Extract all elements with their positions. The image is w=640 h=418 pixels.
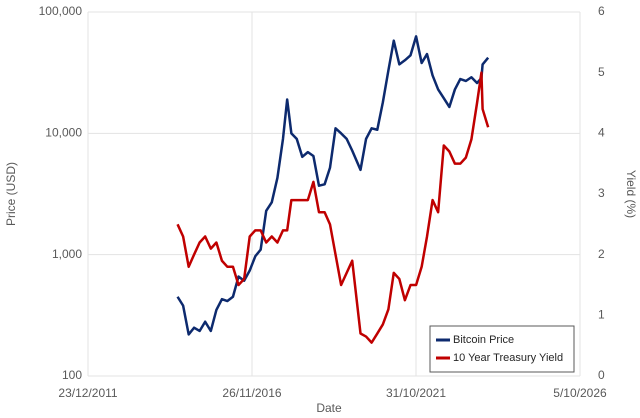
y-axis-title: Price (USD): [4, 162, 18, 226]
y-tick-label: 1,000: [52, 247, 82, 261]
y-tick-label: 100,000: [39, 4, 83, 18]
series-line: [176, 35, 490, 336]
legend-label: 10 Year Treasury Yield: [453, 352, 563, 364]
y-tick-label: 100: [62, 368, 82, 382]
x-tick-label: 26/11/2016: [222, 386, 281, 400]
series-line: [176, 71, 490, 344]
x-tick-label: 5/10/2026: [553, 386, 607, 400]
y2-tick-label: 0: [598, 368, 605, 382]
y2-axis-title: Yield (%): [624, 170, 638, 218]
legend-box: [429, 325, 575, 373]
y2-tick-label: 3: [598, 186, 605, 200]
y2-tick-label: 5: [598, 65, 605, 79]
y2-tick-label: 2: [598, 247, 605, 261]
grid: [87, 11, 581, 377]
y2-tick-label: 4: [598, 126, 605, 140]
legend: Bitcoin Price 10 Year Treasury Yield: [429, 325, 575, 373]
x-axis-title: Date: [316, 401, 342, 415]
y-tick-label: 10,000: [45, 126, 82, 140]
x-tick-label: 31/10/2021: [386, 386, 446, 400]
x-tick-label: 23/12/2011: [58, 386, 117, 400]
y2-tick-label: 1: [598, 308, 605, 322]
y2-tick-label: 6: [598, 4, 605, 18]
legend-label: Bitcoin Price: [453, 334, 514, 346]
